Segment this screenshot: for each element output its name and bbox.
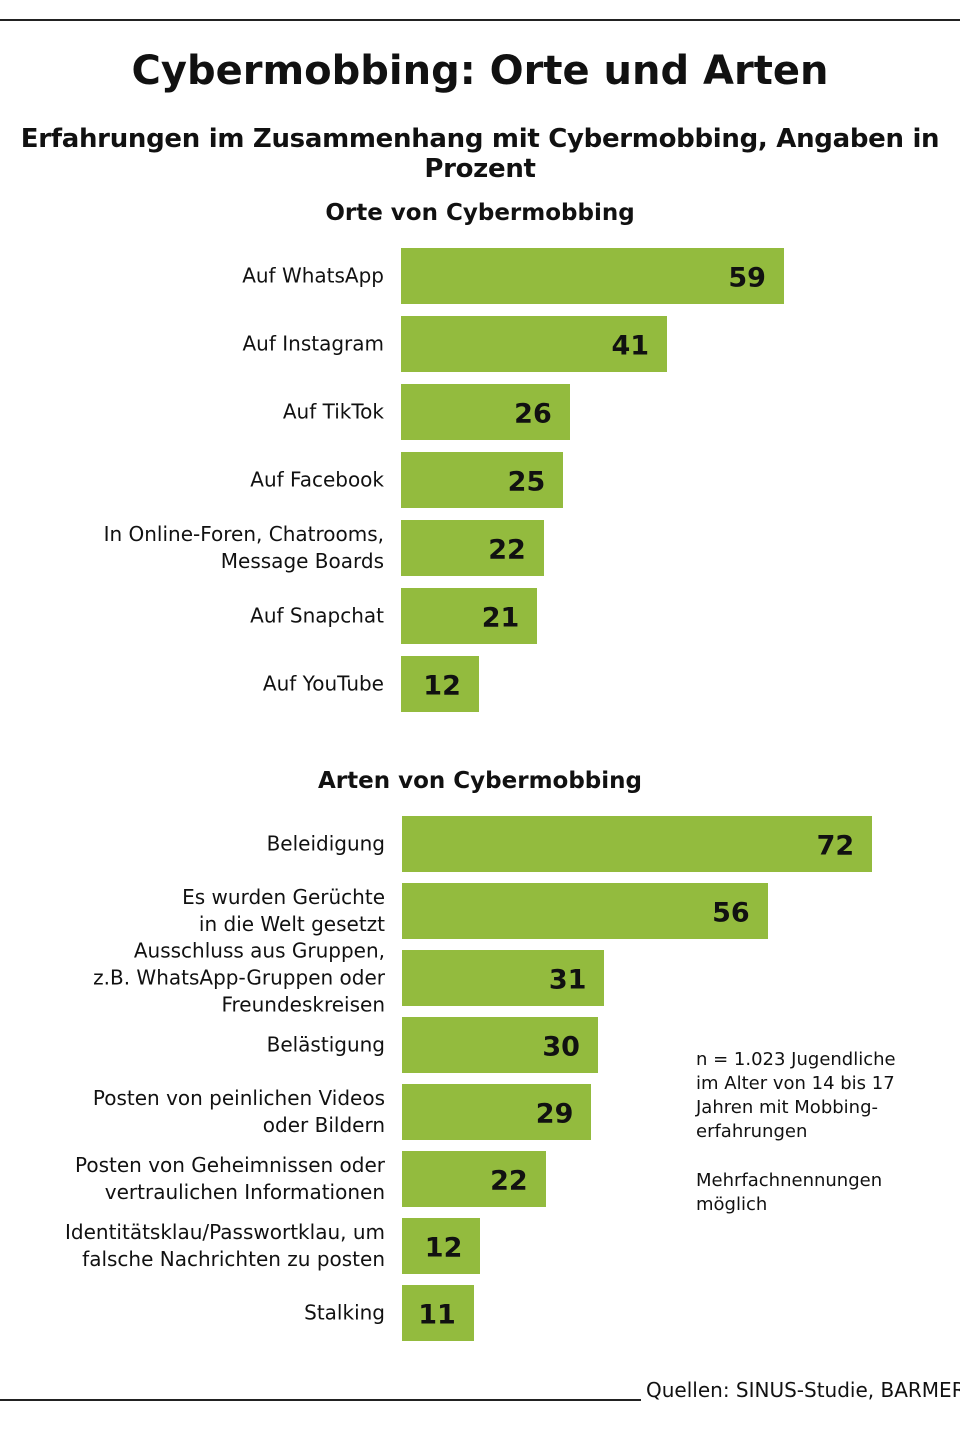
page-title: Cybermobbing: Orte und Arten	[131, 48, 829, 94]
category-label: Es wurden Gerüchte in die Welt gesetzt	[182, 885, 385, 936]
value-label: 25	[507, 466, 546, 498]
category-label: Identitätsklau/Passwortklau, um falsche …	[65, 1220, 385, 1271]
top-rule	[0, 19, 960, 21]
bar	[402, 1218, 481, 1274]
bar	[401, 588, 538, 644]
bar	[402, 816, 873, 872]
category-label: Auf YouTube	[262, 671, 384, 696]
value-label: 11	[418, 1299, 456, 1331]
category-label: Belästigung	[266, 1032, 385, 1057]
page-subtitle: Erfahrungen im Zusammenhang mit Cybermob…	[20, 124, 940, 184]
bar	[402, 1084, 592, 1140]
bar	[402, 1017, 598, 1073]
category-label: Auf TikTok	[282, 399, 384, 424]
value-label: 22	[490, 1165, 528, 1197]
category-label: Auf Instagram	[242, 331, 384, 356]
value-label: 72	[816, 830, 855, 862]
category-label: Ausschluss aus Gruppen, z.B. WhatsApp-Gr…	[93, 938, 385, 1017]
bar	[401, 452, 564, 508]
value-label: 59	[728, 262, 766, 294]
note: n = 1.023 Jugendliche im Alter von 14 bi…	[696, 1049, 896, 1142]
category-label: Stalking	[304, 1300, 385, 1325]
chart-title: Arten von Cybermobbing	[318, 768, 642, 794]
value-label: 21	[481, 602, 520, 634]
bar	[402, 883, 768, 939]
chart-title: Orte von Cybermobbing	[325, 200, 635, 226]
category-label: Auf WhatsApp	[242, 263, 384, 288]
source: Quellen: SINUS-Studie, BARMER	[646, 1378, 960, 1402]
bar	[401, 656, 479, 712]
value-label: 12	[423, 670, 461, 702]
bar	[402, 950, 605, 1006]
value-label: 29	[535, 1098, 574, 1130]
category-label: Auf Snapchat	[250, 603, 384, 628]
value-label: 22	[488, 534, 526, 566]
value-label: 30	[542, 1031, 580, 1063]
category-label: Auf Facebook	[250, 467, 384, 492]
value-label: 31	[548, 964, 587, 996]
value-label: 26	[514, 398, 552, 430]
value-label: 56	[712, 897, 750, 929]
bar	[401, 316, 668, 372]
category-label: In Online-Foren, Chatrooms, Message Boar…	[103, 522, 384, 573]
value-label: 41	[611, 330, 650, 362]
bar	[401, 384, 570, 440]
note: Mehrfachnennungen möglich	[696, 1170, 883, 1215]
value-label: 12	[424, 1232, 463, 1264]
category-label: Posten von peinlichen Videos oder Bilder…	[92, 1086, 385, 1137]
bar	[401, 520, 544, 576]
category-label: Beleidigung	[266, 831, 385, 856]
bar	[402, 1151, 546, 1207]
bar	[401, 248, 784, 304]
bar	[402, 1285, 474, 1341]
bottom-rule	[0, 1399, 641, 1401]
category-label: Posten von Geheimnissen oder vertraulich…	[75, 1153, 385, 1204]
